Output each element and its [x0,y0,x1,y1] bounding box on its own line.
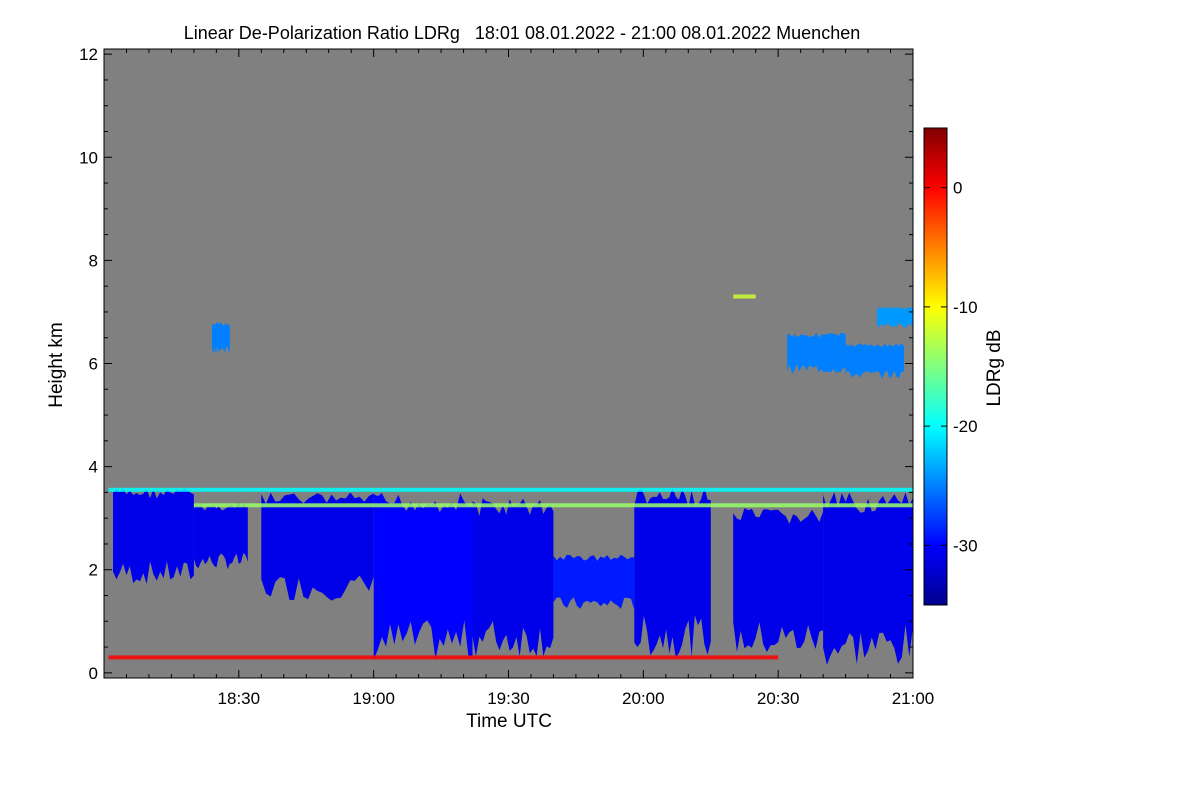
cloud-region-cirrus-2040-top [877,307,913,328]
x-axis-label: Time UTC [466,711,552,732]
cloud-region-main-cloud-b [373,493,473,660]
cloud-region-main-cloud-c [472,498,554,657]
cloud-region-mid-cloud [553,554,635,610]
layer-bands [108,294,913,660]
y-tick-label: 4 [89,458,98,477]
colorbar-ticks: 0 -10 -20 -30 [924,179,978,555]
cloud-region-cirrus-1826 [211,322,230,354]
chart-title: Linear De-Polarization Ratio LDRg 18:01 … [184,23,860,43]
x-tick-label: 19:30 [487,689,530,708]
band-surface-layer [108,655,779,660]
colorbar-tick-label: -20 [953,417,978,436]
cloud-region-cirrus-2030-a [787,332,846,374]
cloud-region-main-cloud-a [261,492,374,601]
y-tick-label: 10 [79,148,98,167]
cloud-regions [113,307,913,665]
cloud-region-low-cloud-b [193,502,248,570]
y-axis-label: Height km [46,322,67,408]
cloud-region-cloud-2000 [634,487,711,658]
y-tick-label: 2 [89,561,98,580]
y-tick-label: 6 [89,355,98,374]
band-aerosol-band [193,503,913,508]
y-tick-label: 12 [79,45,98,64]
colorbar-tick-label: 0 [953,179,962,198]
x-tick-label: 18:30 [218,689,261,708]
colorbar-tick-label: -30 [953,536,978,555]
x-tick-label: 20:00 [622,689,665,708]
x-tick-label: 19:00 [352,689,395,708]
x-tick-label: 21:00 [892,689,935,708]
cloud-region-cloud-2030-a [733,508,824,652]
cloud-region-low-cloud-a [113,488,194,584]
x-tick-label: 20:30 [757,689,800,708]
colorbar-tick-label: -10 [953,298,978,317]
y-tick-label: 8 [89,251,98,270]
x-axis: 18:30 19:00 19:30 20:00 20:30 21:00 [125,49,935,708]
colorbar-gradient [923,127,948,606]
band-thin-layer-2025 [733,294,756,299]
cloud-region-cloud-2030-b [823,492,913,665]
plot-area [103,48,914,679]
colorbar-label: LDRg dB [984,329,1005,406]
y-tick-label: 0 [89,664,98,683]
colorbar: 0 -10 -20 -30 LDRg dB [923,127,1005,606]
y-axis: 0 2 4 6 8 10 12 [79,45,913,683]
cloud-region-cirrus-2030-b [845,343,904,379]
band-top-speckle-band [108,487,913,492]
